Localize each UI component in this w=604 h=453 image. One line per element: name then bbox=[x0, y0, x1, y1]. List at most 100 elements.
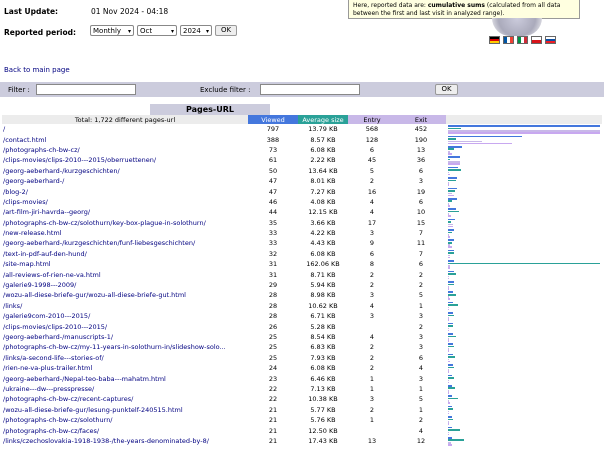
table-row: /links/czechoslovakia-1918-1938-/the-yea… bbox=[2, 436, 602, 446]
size-cell: 3.66 KB bbox=[310, 218, 336, 227]
graph-cell bbox=[446, 311, 602, 321]
page-url-link[interactable]: /photographs-ch-bw-cz/ bbox=[3, 145, 80, 154]
table-row: /georg-aeberhard-/Nepal-teo-baba---mahat… bbox=[2, 373, 602, 384]
filter-ok-button[interactable]: OK bbox=[435, 84, 458, 95]
cz-flag-icon[interactable] bbox=[531, 36, 542, 44]
size-cell: 5.77 KB bbox=[310, 405, 336, 414]
exit-cell: 452 bbox=[414, 125, 428, 134]
size-bar bbox=[448, 200, 452, 203]
page-url-link[interactable]: /photographs-ch-bw-cz/faces/ bbox=[3, 426, 100, 435]
bar-group bbox=[447, 135, 601, 145]
url-cell: /links/ bbox=[2, 301, 248, 311]
viewed-bar bbox=[448, 343, 453, 345]
viewed-cell: 25 bbox=[268, 333, 278, 341]
page-url-link[interactable]: /contact.html bbox=[3, 135, 47, 144]
page-url-link[interactable]: /ukraine---dw---presspresse/ bbox=[3, 384, 95, 393]
size-cell: 10.38 KB bbox=[308, 395, 338, 404]
sk-flag-icon[interactable] bbox=[545, 36, 556, 44]
period-ok-button[interactable]: OK bbox=[215, 25, 237, 36]
page-url-link[interactable]: /photographs-ch-bw-cz/solothurn/key-box-… bbox=[3, 218, 206, 227]
exit-bar bbox=[448, 319, 449, 321]
entry-bar bbox=[448, 275, 449, 278]
size-bar bbox=[448, 252, 454, 254]
viewed-cell: 46 bbox=[268, 197, 278, 206]
graph-cell bbox=[446, 269, 602, 280]
fr-flag-icon[interactable] bbox=[503, 36, 514, 44]
page-url-link[interactable]: /site-map.html bbox=[3, 260, 51, 269]
year-select[interactable]: 2024 ▾ bbox=[180, 25, 212, 36]
month-select[interactable]: Oct ▾ bbox=[137, 25, 177, 36]
back-to-main-link[interactable]: Back to main page bbox=[4, 66, 70, 74]
page-url-link[interactable]: /georg-aeberhard-/kurzgeschichten/ bbox=[3, 166, 120, 175]
filter-input[interactable] bbox=[36, 84, 136, 95]
page-url-link[interactable]: /wozu-all-diese-briefe-gur/wozu-all-dies… bbox=[3, 291, 186, 300]
page-url-link[interactable]: /photographs-ch-bw-cz/my-11-years-in-sol… bbox=[3, 343, 226, 352]
page-url-link[interactable]: /links/czechoslovakia-1918-1938-/the-yea… bbox=[3, 436, 209, 445]
exit-bar bbox=[448, 298, 450, 301]
page-url-link[interactable]: /links/a-second-life---stories-of/ bbox=[3, 353, 104, 362]
page-url-link[interactable]: /new-release.html bbox=[3, 229, 62, 238]
bar-group bbox=[447, 353, 601, 363]
url-cell: /photographs-ch-bw-cz/solothurn/ bbox=[2, 415, 248, 425]
table-row: /wozu-all-diese-briefe-gur/wozu-all-dies… bbox=[2, 290, 602, 301]
bar-group bbox=[447, 228, 601, 238]
size-cell: 7.93 KB bbox=[310, 353, 336, 362]
page-url-link[interactable]: /photographs-ch-bw-cz/solothurn/ bbox=[3, 416, 113, 425]
size-cell: 17.43 KB bbox=[308, 436, 338, 445]
bar-group bbox=[447, 145, 601, 155]
viewed-cell: 50 bbox=[268, 166, 278, 175]
exit-bar bbox=[448, 277, 449, 280]
page-url-link[interactable]: /galerie9-1998---2009/ bbox=[3, 281, 77, 290]
url-cell: /georg-aeberhard-/manuscripts-1/ bbox=[2, 332, 248, 342]
viewed-bar bbox=[448, 156, 460, 158]
entry-bar bbox=[448, 348, 449, 350]
page-url-link[interactable]: /clips-movies/clips-2010---2015/oberruet… bbox=[3, 156, 157, 165]
exclude-filter-label: Exclude filter : bbox=[200, 86, 251, 94]
exclude-filter-input[interactable] bbox=[260, 84, 360, 95]
size-cell: 12.15 KB bbox=[308, 208, 338, 217]
page-url-link[interactable]: /clips-movies/clips-2010---2015/ bbox=[3, 322, 108, 331]
page-url-link[interactable]: / bbox=[3, 125, 6, 134]
period-select[interactable]: Monthly ▾ bbox=[90, 25, 134, 36]
page-url-link[interactable]: /photographs-ch-bw-cz/recent-captures/ bbox=[3, 395, 134, 404]
graph-cell bbox=[446, 363, 602, 373]
table-row: /clips-movies/clips-2010---2015/oberruet… bbox=[2, 155, 602, 165]
page-url-link[interactable]: /georg-aeberhard-/manuscripts-1/ bbox=[3, 333, 114, 341]
url-cell: /clips-movies/clips-2010---2015/oberruet… bbox=[2, 155, 248, 165]
page-url-link[interactable]: /galerie9com-2010---2015/ bbox=[3, 312, 91, 321]
url-cell: /clips-movies/ bbox=[2, 197, 248, 207]
page-url-link[interactable]: /rien-ne-va-plus-trailer.html bbox=[3, 364, 93, 373]
table-row: /georg-aeberhard-/kurzgeschichten/funf-l… bbox=[2, 238, 602, 249]
bar-group bbox=[447, 280, 601, 290]
page-url-link[interactable]: /georg-aeberhard-/kurzgeschichten/funf-l… bbox=[3, 239, 196, 248]
page-url-link[interactable]: /georg-aeberhard-/ bbox=[3, 177, 65, 186]
page-url-link[interactable]: /art-film-jiri-havrda--georg/ bbox=[3, 208, 91, 217]
bar-group bbox=[447, 259, 601, 269]
page-url-link[interactable]: /wozu-all-diese-briefe-gur/lesung-punkte… bbox=[3, 405, 183, 414]
viewed-bar bbox=[448, 249, 454, 252]
table-row: /rien-ne-va-plus-trailer.html 24 6.08 KB 2 4 bbox=[2, 363, 602, 373]
bar-group bbox=[447, 415, 601, 425]
page-url-link[interactable]: /clips-movies/ bbox=[3, 197, 48, 206]
size-cell: 6.46 KB bbox=[310, 374, 336, 383]
chevron-down-icon: ▾ bbox=[170, 28, 174, 35]
it-flag-icon[interactable] bbox=[517, 36, 528, 44]
page-url-link[interactable]: /georg-aeberhard-/Nepal-teo-baba---mahat… bbox=[3, 374, 166, 383]
page-url-link[interactable]: /all-reviews-of-rien-ne-va.html bbox=[3, 270, 101, 279]
page-url-link[interactable]: /links/ bbox=[3, 301, 23, 310]
viewed-cell: 24 bbox=[268, 364, 278, 373]
filter-bar: Filter : Exclude filter : OK bbox=[0, 82, 604, 97]
viewed-bar bbox=[448, 301, 453, 304]
table-row: /georg-aeberhard-/ 47 8.01 KB 2 3 bbox=[2, 176, 602, 186]
de-flag-icon[interactable] bbox=[489, 36, 500, 44]
page-url-link[interactable]: /text-in-pdf-auf-den-hund/ bbox=[3, 249, 87, 258]
bar-group bbox=[447, 249, 601, 259]
exit-bar bbox=[448, 350, 449, 352]
page-url-link[interactable]: /blog-2/ bbox=[3, 187, 28, 196]
graph-cell bbox=[446, 238, 602, 249]
graph-cell bbox=[446, 218, 602, 228]
entry-cell: 1 bbox=[369, 374, 375, 383]
viewed-cell: 21 bbox=[268, 405, 278, 414]
table-row: /photographs-ch-bw-cz/solothurn/key-box-… bbox=[2, 218, 602, 228]
graph-cell bbox=[446, 186, 602, 197]
